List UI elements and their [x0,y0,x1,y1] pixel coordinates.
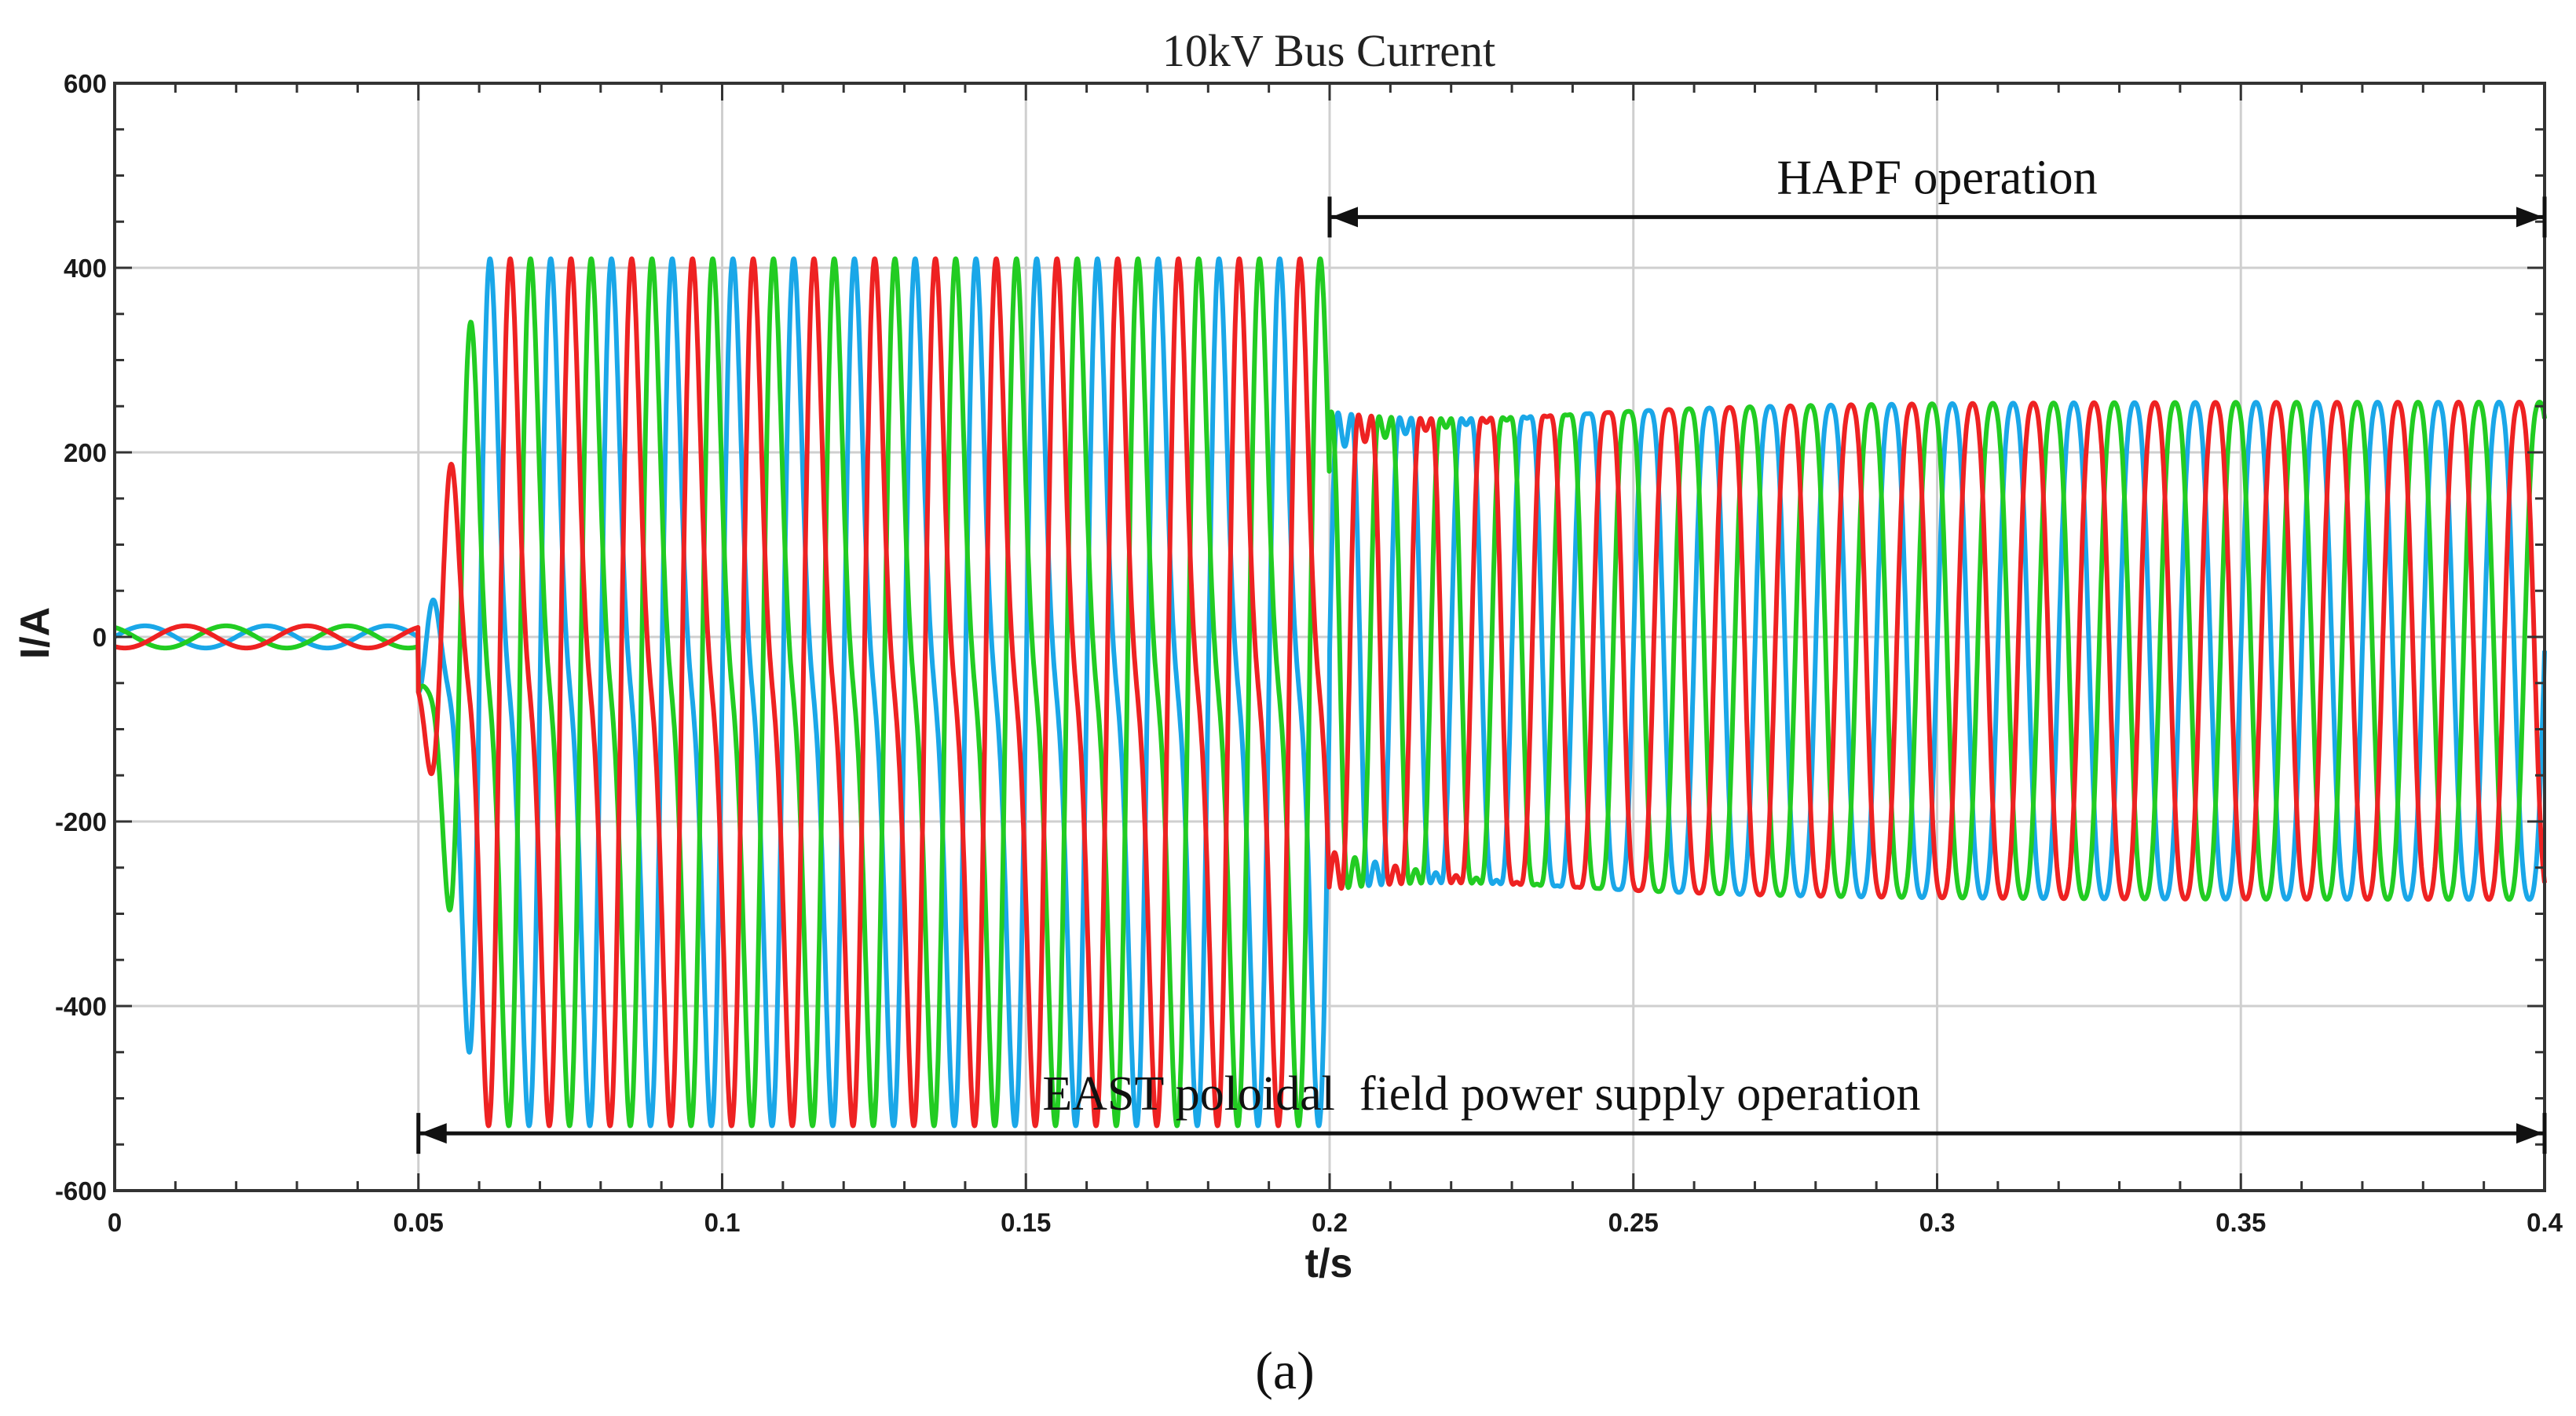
annotation-layer: HAPF operation EAST poloidal field power … [416,151,2547,1154]
series-line-2 [112,256,2547,1129]
annotation-label-2: EAST poloidal field power supply operati… [1042,1067,1920,1121]
y-axis-label: I/A [13,607,58,659]
x-axis-label: t/s [1305,1241,1353,1286]
x-tick-label: 0.1 [704,1208,741,1237]
x-tick-label: 0.35 [2216,1208,2266,1237]
x-tick-label: 0.3 [1919,1208,1956,1237]
x-tick-label: 0.05 [393,1208,444,1237]
x-tick-label: 0.2 [1312,1208,1348,1237]
chart-title: 10kV Bus Current [1162,25,1495,76]
series-line-3 [112,256,2547,1129]
y-tick-label: -400 [55,992,107,1021]
annotation-arrowhead-right [2516,1123,2543,1144]
y-tick-label: 0 [93,623,107,652]
y-tick-label: 400 [64,254,107,283]
x-tick-label: 0.4 [2527,1208,2563,1237]
annotation-arrowhead-right [2516,207,2543,228]
x-tick-label: 0 [108,1208,122,1237]
series-line-1 [112,256,2547,1129]
annotation-arrowhead-left [1331,207,1358,228]
y-tick-label: -200 [55,807,107,836]
y-tick-label: 600 [64,69,107,98]
annotation-label-1: HAPF operation [1776,151,2097,204]
annotation-arrowhead-left [419,1123,447,1144]
y-tick-label: 200 [64,438,107,467]
tick-layer: 0 0.05 0.1 0.15 0.2 0.25 0.3 0.35 0.4 -600 -400 -20… [55,69,2563,1237]
x-tick-label: 0.25 [1608,1208,1659,1237]
series-layer [112,256,2547,1129]
x-tick-label: 0.15 [1001,1208,1051,1237]
y-tick-label: -600 [55,1176,107,1206]
figure-caption: (a) [1255,1341,1314,1400]
